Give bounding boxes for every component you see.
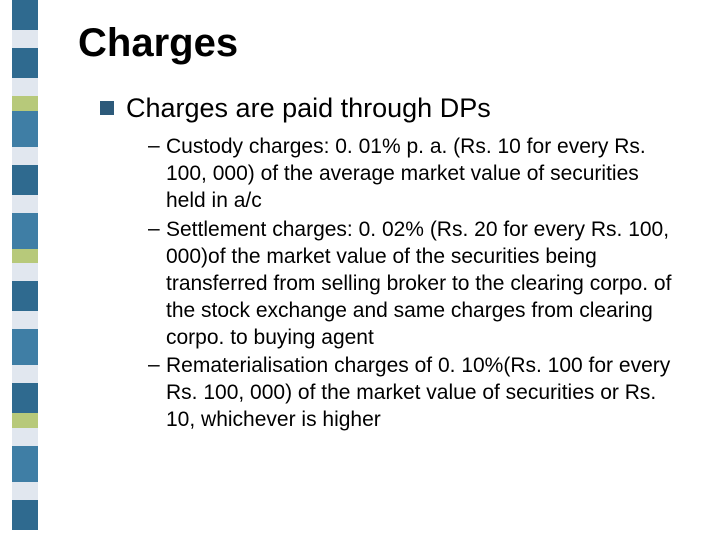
main-bullet: Charges are paid through DPs [100,92,680,124]
dash-icon: – [148,353,166,377]
stripe-segment [12,30,38,48]
stripe-segment [12,195,38,213]
stripe-segment [12,213,38,249]
slide: Charges Charges are paid through DPs –Cu… [0,0,720,540]
stripe-segment [12,311,38,329]
stripe-segment [12,0,38,30]
stripe-segment [12,249,38,263]
sub-bullet-item: –Settlement charges: 0. 02% (Rs. 20 for … [148,217,680,351]
slide-title: Charges [78,22,680,64]
stripe-segment [12,48,38,78]
stripe-segment [12,281,38,311]
sub-bullet-list: –Custody charges: 0. 01% p. a. (Rs. 10 f… [148,134,680,434]
stripe-segment [12,329,38,365]
stripe-segment [12,96,38,111]
sub-bullet-text: Settlement charges: 0. 02% (Rs. 20 for e… [166,217,676,351]
stripe-segment [12,446,38,482]
stripe-segment [12,365,38,383]
stripe-segment [12,482,38,500]
stripe-segment [12,428,38,446]
slide-content: Charges Charges are paid through DPs –Cu… [78,22,680,436]
sub-bullet-text: Custody charges: 0. 01% p. a. (Rs. 10 fo… [166,134,676,215]
stripe-segment [12,500,38,530]
sub-bullet-text: Rematerialisation charges of 0. 10%(Rs. … [166,353,676,434]
dash-icon: – [148,217,166,241]
sub-bullet-item: –Rematerialisation charges of 0. 10%(Rs.… [148,353,680,434]
dash-icon: – [148,134,166,158]
sub-bullet-item: –Custody charges: 0. 01% p. a. (Rs. 10 f… [148,134,680,215]
decorative-side-stripe [12,0,38,540]
stripe-segment [12,383,38,413]
stripe-segment [12,111,38,147]
stripe-segment [12,147,38,165]
stripe-segment [12,413,38,428]
stripe-segment [12,165,38,195]
main-bullet-text: Charges are paid through DPs [126,92,491,124]
stripe-segment [12,78,38,96]
square-bullet-icon [100,101,114,115]
stripe-segment [12,263,38,281]
